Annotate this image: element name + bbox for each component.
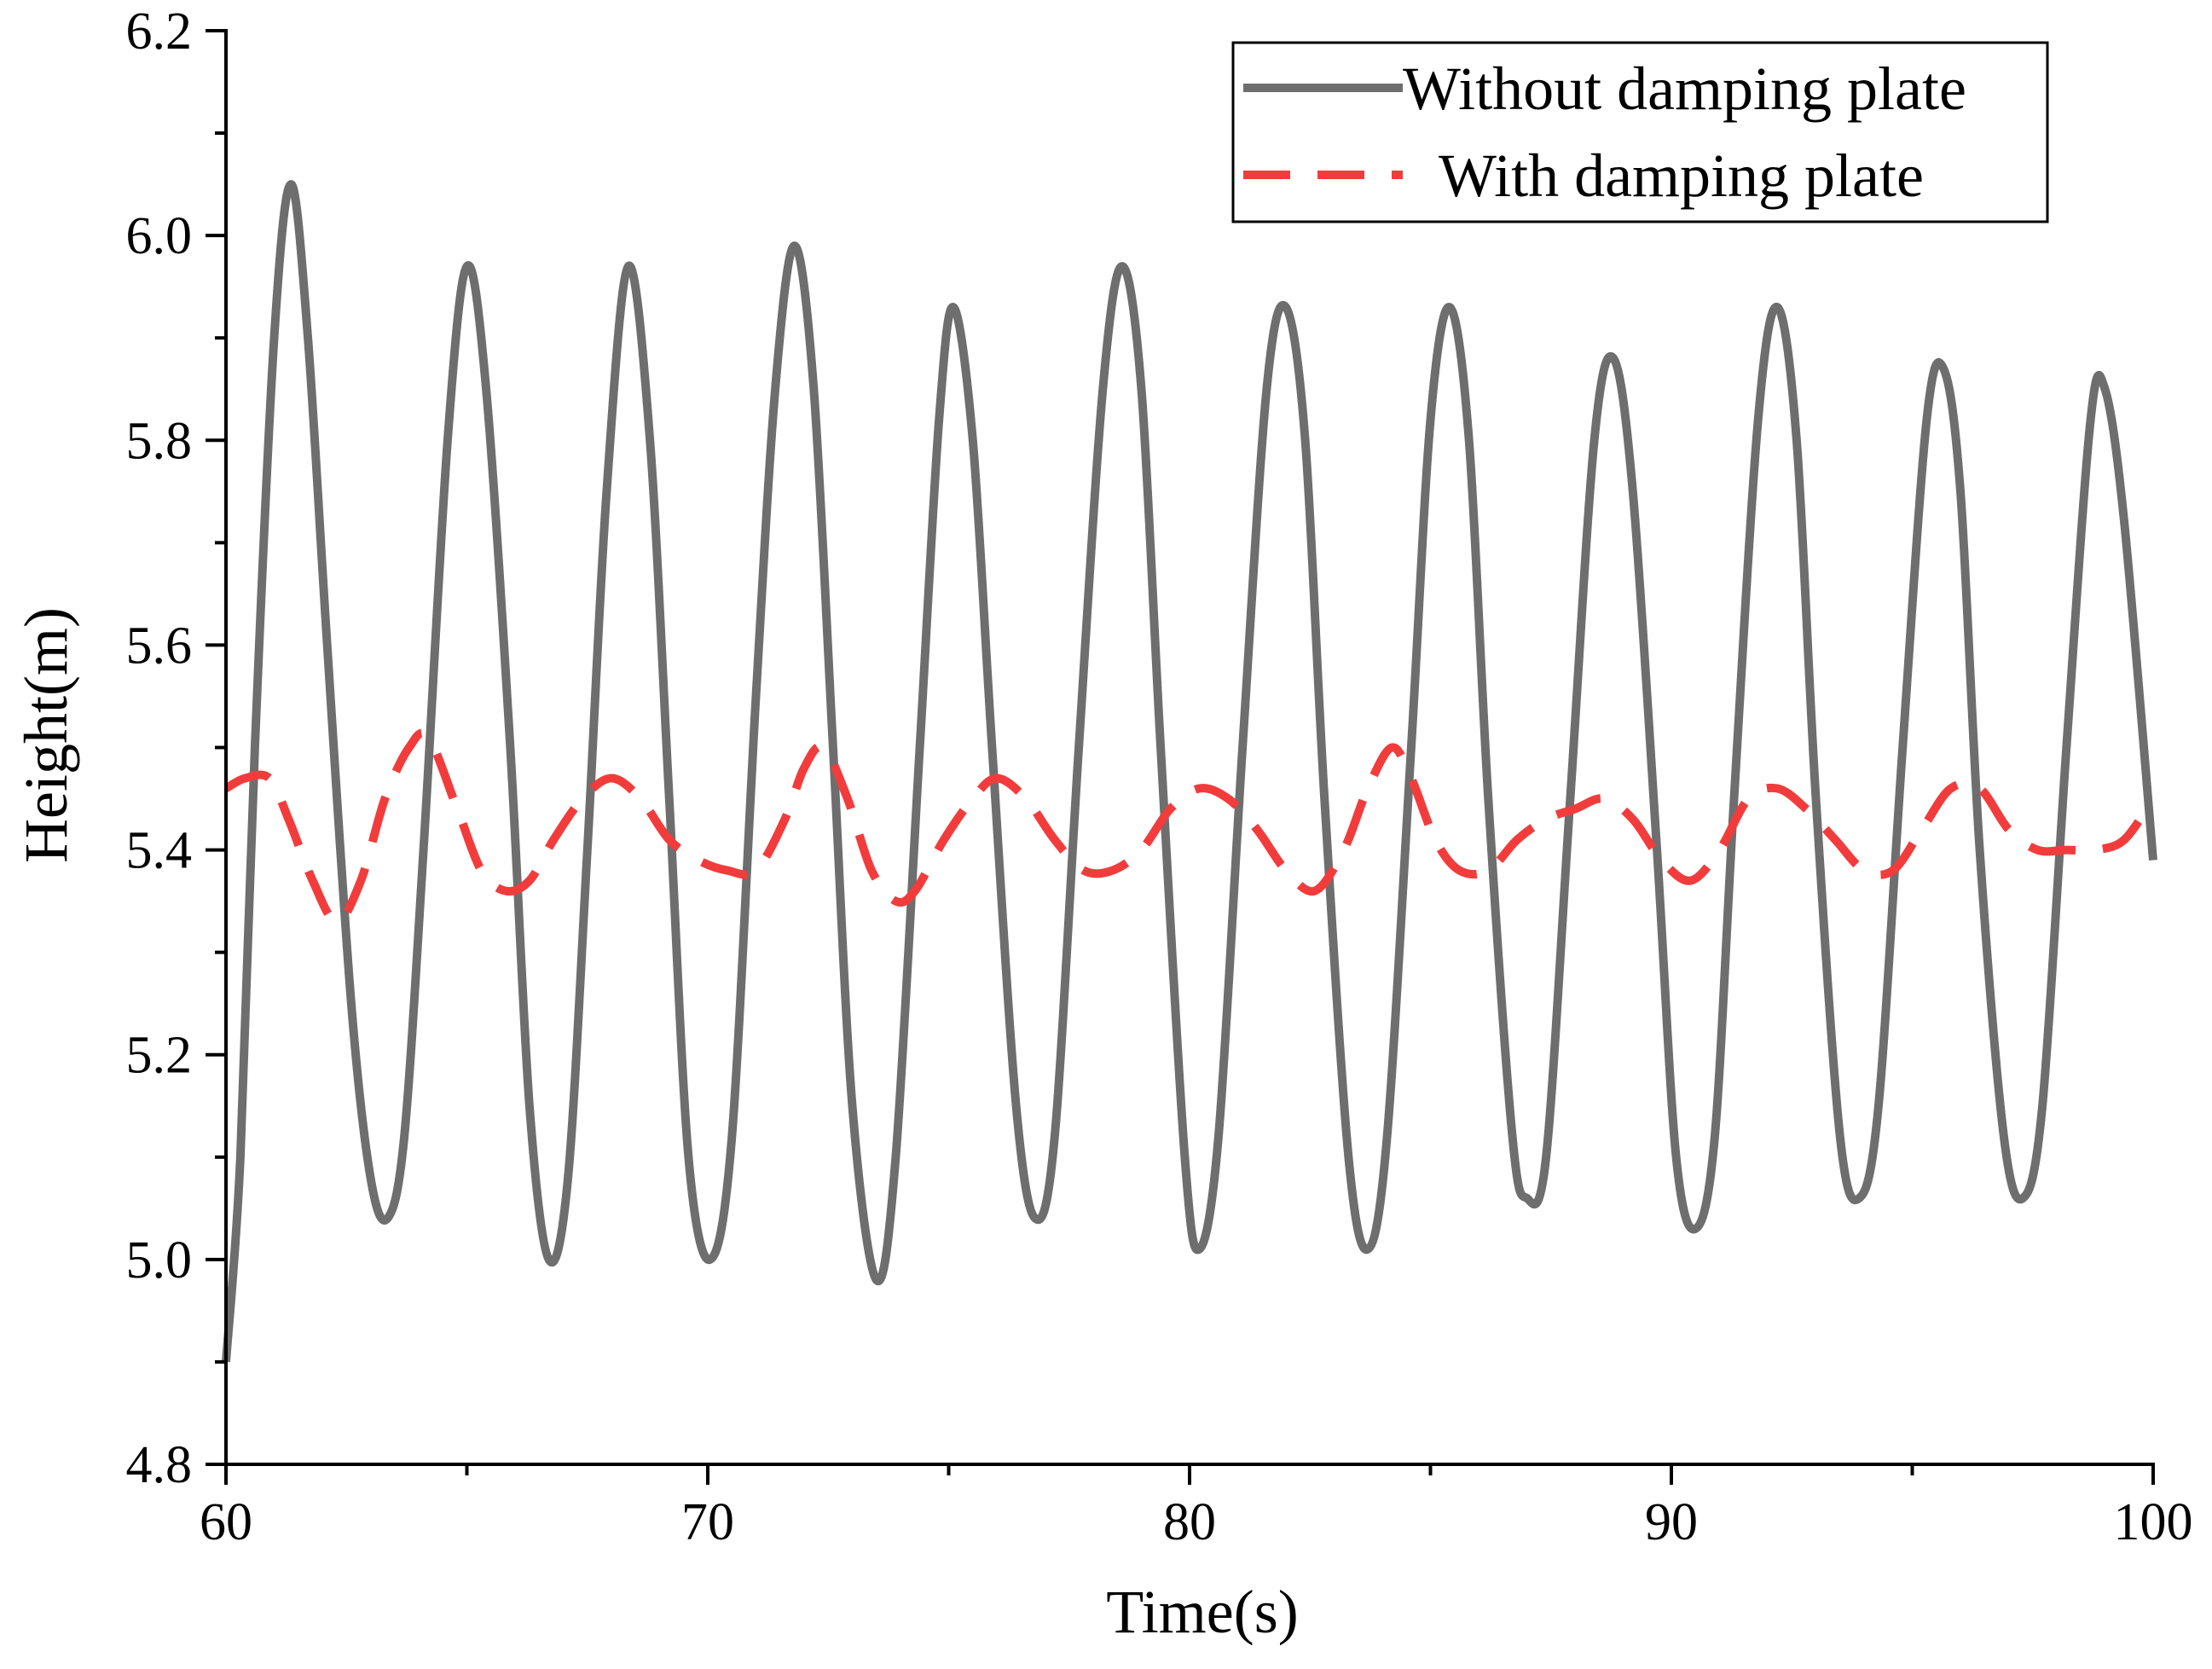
y-tick-label: 5.0 — [126, 1231, 193, 1289]
series-layer — [222, 180, 2157, 1363]
x-tick-label: 70 — [681, 1493, 734, 1551]
y-tick-label: 5.8 — [126, 412, 193, 470]
y-axis-title: Height(m) — [12, 607, 80, 863]
y-tick-label: 5.6 — [126, 617, 193, 675]
y-tick-label: 5.2 — [126, 1027, 193, 1085]
legend-label-with-damping: With damping plate — [1439, 142, 1924, 210]
x-tick-label: 80 — [1163, 1493, 1216, 1551]
legend: Without damping plate With damping plate — [1231, 41, 2049, 223]
axes-layer: 60 70 80 90 100 4.8 5.0 5.2 5.4 5.6 5.8 6.0 6.2 — [126, 3, 2193, 1551]
legend-box — [1231, 41, 2049, 223]
y-tick-label: 4.8 — [126, 1436, 193, 1494]
x-tick-label: 100 — [2114, 1493, 2193, 1551]
series-line-with-damping — [223, 728, 2157, 926]
y-tick-label: 6.0 — [126, 207, 193, 265]
legend-label-without-damping: Without damping plate — [1403, 55, 1966, 123]
y-tick-label: 5.4 — [126, 822, 193, 880]
series-line-without-damping — [222, 180, 2157, 1363]
x-tick-label: 90 — [1645, 1493, 1698, 1551]
x-tick-label: 60 — [200, 1493, 252, 1551]
y-tick-label: 6.2 — [126, 3, 193, 61]
x-axis-title: Time(s) — [1106, 1578, 1298, 1646]
